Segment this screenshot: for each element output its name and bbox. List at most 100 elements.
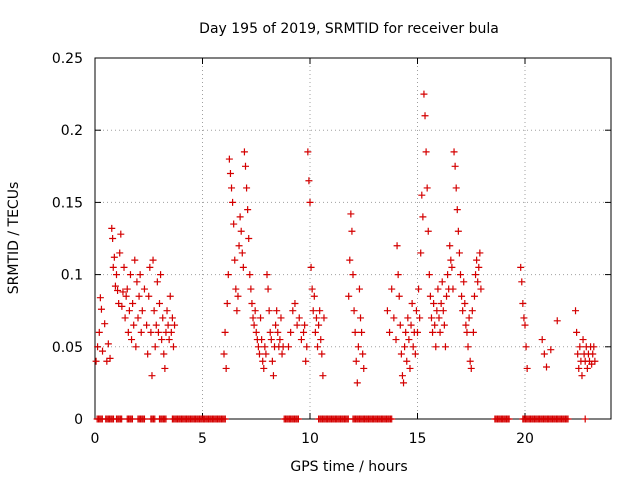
data-point [159, 314, 167, 322]
data-point [96, 294, 104, 302]
data-point [223, 299, 231, 307]
y-tick-label: 0.25 [52, 51, 83, 67]
data-point [148, 372, 156, 380]
data-point [163, 307, 171, 315]
data-point [448, 263, 456, 271]
data-point [408, 299, 416, 307]
data-point [314, 343, 322, 351]
data-point [455, 249, 463, 257]
data-point [305, 177, 313, 185]
data-point [583, 364, 591, 372]
data-point [143, 321, 151, 329]
data-point [425, 271, 433, 279]
data-point [236, 213, 244, 221]
chart-title: Day 195 of 2019, SRMTID for receiver bul… [199, 21, 499, 37]
data-point [144, 350, 152, 358]
data-point [463, 328, 471, 336]
data-point [138, 307, 146, 315]
data-point [521, 321, 529, 329]
data-point [581, 415, 589, 423]
data-point [254, 343, 262, 351]
data-point [251, 307, 259, 315]
data-point [156, 299, 163, 307]
data-point [128, 336, 136, 344]
data-point [265, 307, 273, 315]
data-point [307, 263, 315, 271]
data-point [228, 184, 236, 192]
data-points [92, 90, 599, 423]
data-point [152, 321, 160, 329]
data-point [451, 162, 459, 170]
data-point [117, 230, 125, 238]
data-point [438, 278, 446, 286]
data-point [412, 307, 420, 315]
data-point [310, 292, 318, 300]
data-point [415, 285, 423, 293]
data-point [473, 256, 481, 264]
data-point [540, 350, 548, 358]
data-point [293, 321, 301, 329]
data-point [439, 307, 447, 315]
data-point [250, 321, 258, 329]
data-point [459, 307, 467, 315]
data-point [411, 350, 419, 358]
data-point [287, 328, 295, 336]
data-point [443, 292, 451, 300]
data-point [388, 285, 396, 293]
data-point [454, 227, 462, 235]
data-point [461, 299, 469, 307]
data-point [160, 350, 168, 358]
data-point [291, 299, 299, 307]
data-point [467, 364, 475, 372]
data-point [169, 343, 177, 351]
data-point [269, 372, 277, 380]
data-point [268, 357, 276, 365]
data-point [125, 307, 133, 315]
data-point [109, 235, 117, 242]
data-point [520, 314, 528, 322]
data-point [402, 328, 410, 336]
data-point [108, 224, 116, 232]
data-point [404, 314, 412, 322]
data-point [231, 256, 239, 264]
data-point [249, 314, 257, 322]
data-point [157, 271, 165, 279]
data-point [345, 292, 353, 300]
data-point [235, 242, 243, 250]
data-point [421, 112, 429, 120]
data-point [318, 350, 326, 358]
data-point [145, 292, 153, 300]
data-point [238, 249, 246, 257]
data-point [383, 307, 391, 315]
data-point [441, 343, 449, 351]
data-point [475, 263, 483, 271]
data-point [233, 307, 241, 315]
data-point [419, 213, 427, 221]
data-point [476, 249, 484, 257]
data-point [154, 328, 162, 336]
data-point [106, 354, 114, 362]
data-point [452, 184, 460, 192]
data-point [264, 285, 272, 293]
data-point [591, 357, 599, 365]
data-point [111, 282, 119, 290]
data-point [229, 198, 237, 206]
x-tick-label: 20 [516, 431, 534, 447]
data-point [247, 285, 255, 293]
data-point [355, 285, 363, 293]
data-point [458, 292, 466, 300]
data-point [92, 357, 100, 365]
data-point [124, 328, 132, 336]
data-point [303, 343, 311, 351]
y-tick-label: 0.15 [52, 195, 83, 211]
data-point [426, 292, 434, 300]
data-point [166, 292, 174, 300]
data-point [243, 184, 251, 192]
data-point [119, 288, 127, 296]
data-point [225, 155, 233, 163]
data-point [232, 285, 240, 293]
data-point [153, 278, 161, 286]
data-point [349, 271, 357, 279]
data-point [386, 328, 394, 336]
